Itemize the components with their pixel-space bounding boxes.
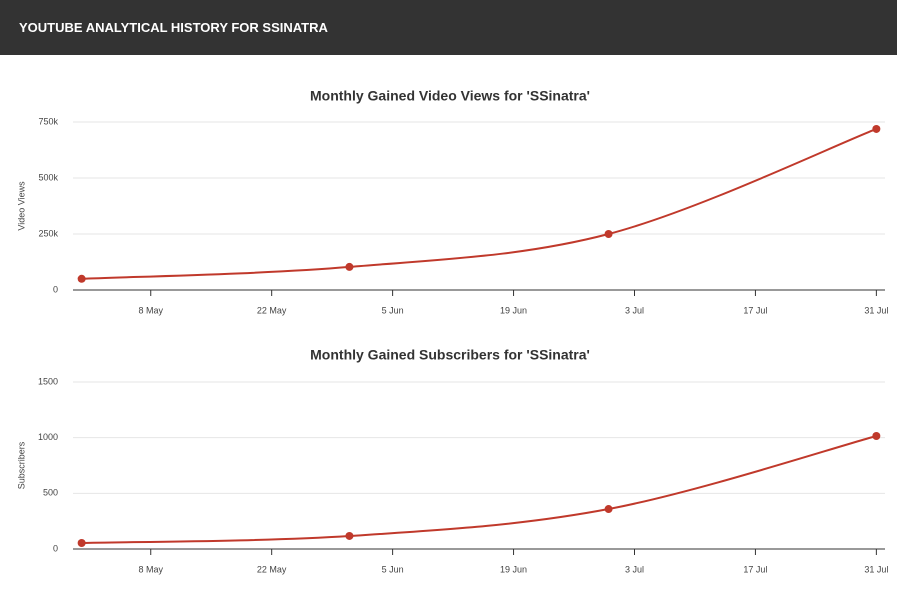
point bbox=[872, 124, 881, 133]
point bbox=[77, 538, 86, 547]
line bbox=[81, 128, 877, 280]
y-axis-label: Video Views bbox=[16, 181, 26, 231]
y-tick-label: 0 bbox=[53, 284, 58, 294]
x-tick-label: 31 Jul bbox=[864, 564, 888, 574]
x-tick-label: 22 May bbox=[257, 564, 287, 574]
y-tick-label: 750k bbox=[38, 116, 58, 126]
header-title: YOUTUBE ANALYTICAL HISTORY FOR SSINATRA bbox=[19, 20, 328, 35]
point bbox=[77, 274, 86, 283]
x-tick-label: 19 Jun bbox=[500, 305, 527, 315]
x-tick-label: 3 Jul bbox=[625, 564, 644, 574]
charts: Monthly Gained Video Views for 'SSinatra… bbox=[16, 88, 888, 575]
y-tick-label: 1000 bbox=[38, 432, 58, 442]
y-tick-label: 250k bbox=[38, 228, 58, 238]
y-tick-label: 500k bbox=[38, 172, 58, 182]
header: YOUTUBE ANALYTICAL HISTORY FOR SSINATRA bbox=[0, 0, 897, 55]
x-tick-label: 17 Jul bbox=[743, 564, 767, 574]
y-axis-label: Subscribers bbox=[16, 441, 26, 489]
y-tick-label: 500 bbox=[43, 488, 58, 498]
point bbox=[604, 230, 613, 238]
x-tick-label: 8 May bbox=[138, 564, 163, 574]
x-tick-label: 5 Jun bbox=[382, 564, 404, 574]
y-tick-label: 0 bbox=[53, 543, 58, 553]
x-tick-label: 17 Jul bbox=[743, 305, 767, 315]
chart-title: Monthly Gained Video Views for 'SSinatra… bbox=[310, 88, 590, 104]
line bbox=[81, 435, 877, 544]
x-tick-label: 22 May bbox=[257, 305, 287, 315]
x-tick-label: 8 May bbox=[138, 305, 163, 315]
point bbox=[872, 431, 881, 440]
x-tick-label: 31 Jul bbox=[864, 305, 888, 315]
x-tick-label: 5 Jun bbox=[382, 305, 404, 315]
point bbox=[604, 505, 613, 514]
y-tick-label: 1500 bbox=[38, 376, 58, 386]
point bbox=[345, 262, 354, 271]
x-tick-label: 19 Jun bbox=[500, 564, 527, 574]
point bbox=[345, 531, 354, 540]
x-tick-label: 3 Jul bbox=[625, 305, 644, 315]
chart-title: Monthly Gained Subscribers for 'SSinatra… bbox=[310, 347, 590, 363]
